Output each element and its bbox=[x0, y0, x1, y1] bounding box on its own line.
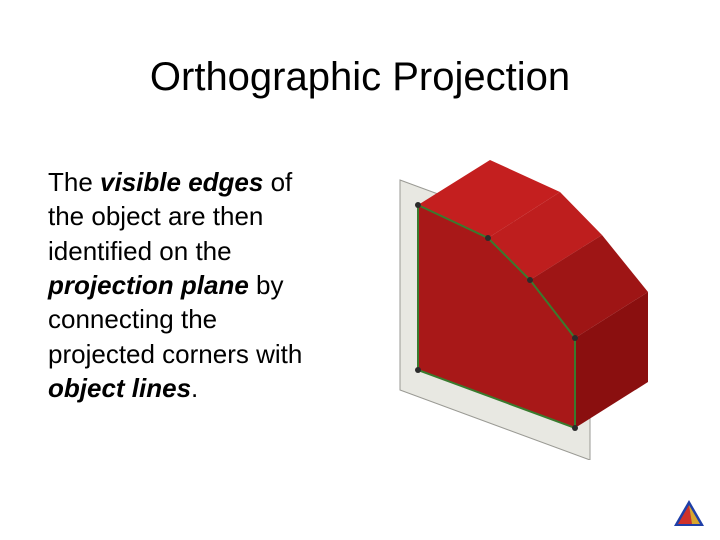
projection-diagram bbox=[330, 160, 690, 460]
body-em-visible-edges: visible edges bbox=[100, 167, 263, 197]
body-post: . bbox=[191, 373, 198, 403]
pltw-logo-icon bbox=[672, 498, 706, 528]
corner-dot bbox=[527, 277, 533, 283]
corner-dot bbox=[415, 367, 421, 373]
body-em-projection-plane: projection plane bbox=[48, 270, 249, 300]
corner-dot bbox=[415, 202, 421, 208]
body-pre: The bbox=[48, 167, 100, 197]
corner-dot bbox=[572, 335, 578, 341]
body-em-object-lines: object lines bbox=[48, 373, 191, 403]
page-title: Orthographic Projection bbox=[0, 55, 720, 100]
body-paragraph: The visible edges of the object are then… bbox=[48, 165, 318, 405]
corner-dot bbox=[485, 235, 491, 241]
corner-dot bbox=[572, 425, 578, 431]
